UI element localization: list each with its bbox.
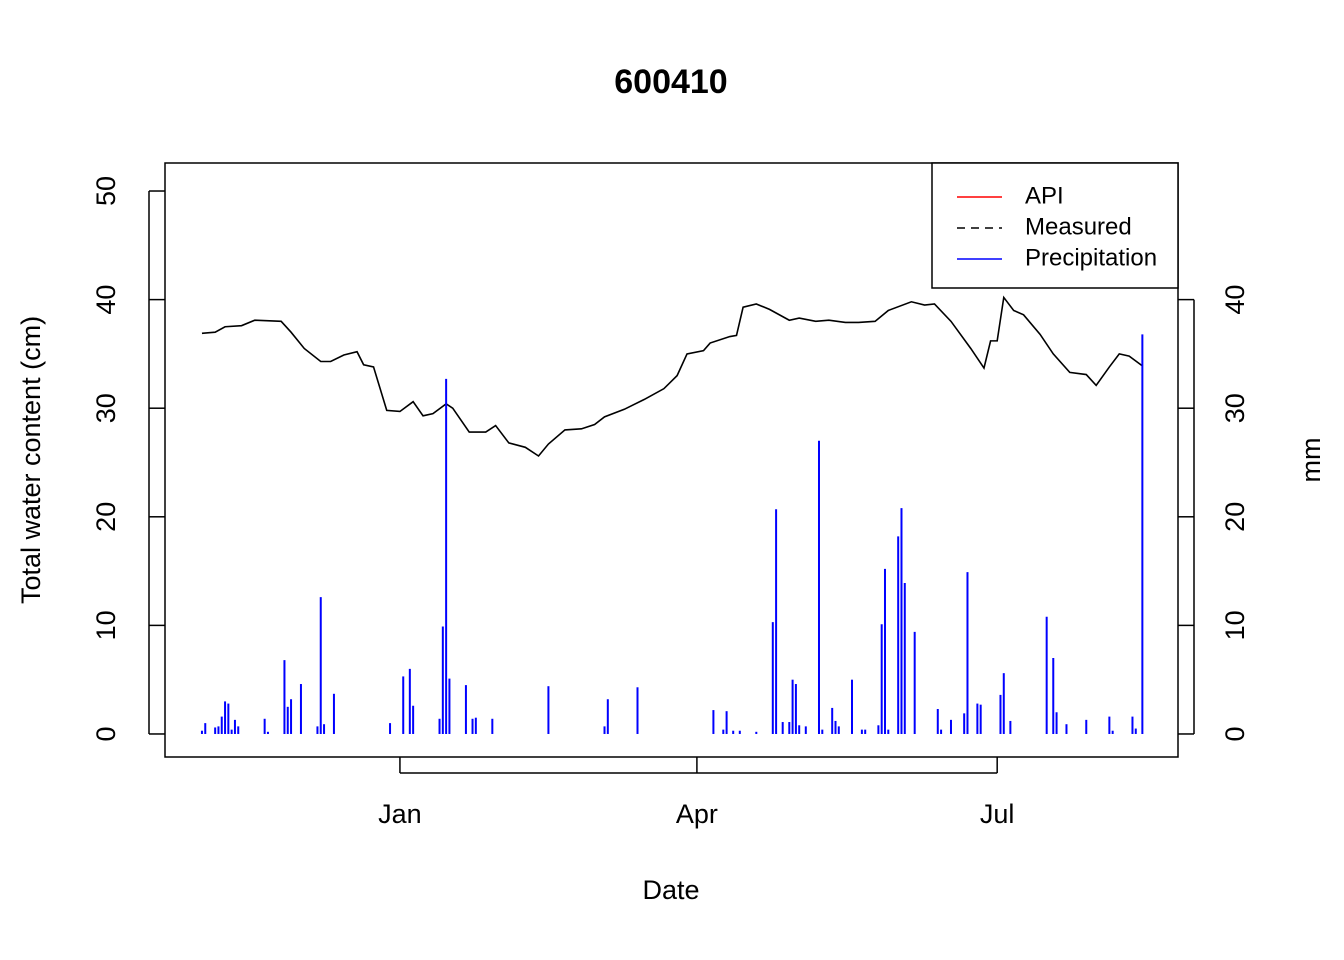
y-axis-label: Total water content (cm) <box>16 316 46 604</box>
legend-box <box>931 162 1179 289</box>
y-tick-label: 20 <box>91 502 121 532</box>
x-tick-label: Jul <box>980 799 1015 829</box>
legend-label: Measured <box>1025 213 1132 240</box>
x-axis-label: Date <box>642 875 699 905</box>
y-tick-label: 10 <box>91 610 121 640</box>
y-tick-label: 50 <box>91 176 121 206</box>
plot-frame <box>164 162 1179 758</box>
chart-title: 600410 <box>614 63 727 101</box>
water-content-line <box>201 295 1143 458</box>
y2-tick-label: 0 <box>1220 726 1250 741</box>
y2-axis-label: mm <box>1296 438 1326 483</box>
y2-tick-label: 20 <box>1220 502 1250 532</box>
y-tick-label: 30 <box>91 393 121 423</box>
legend-label: API <box>1025 182 1064 209</box>
x-tick-label: Jan <box>378 799 422 829</box>
y-tick-label: 0 <box>91 726 121 741</box>
legend-label: Precipitation <box>1025 244 1157 271</box>
y2-tick-label: 40 <box>1220 285 1250 315</box>
y2-tick-label: 30 <box>1220 393 1250 423</box>
y2-tick-label: 10 <box>1220 610 1250 640</box>
x-tick-label: Apr <box>676 799 718 829</box>
y-tick-label: 40 <box>91 285 121 315</box>
